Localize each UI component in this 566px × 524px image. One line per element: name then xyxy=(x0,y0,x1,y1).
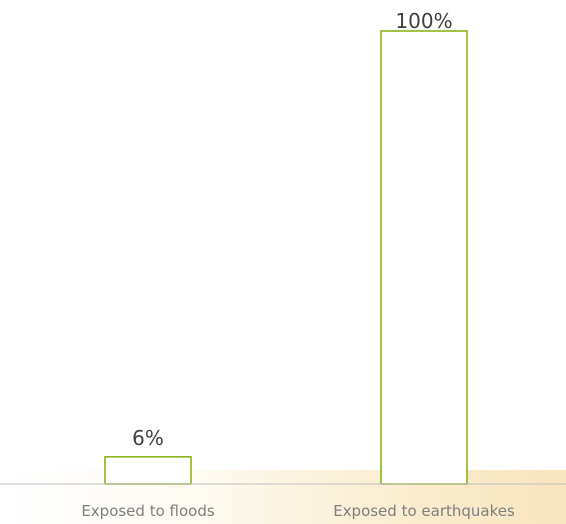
labels-layer: 6% Exposed to floods 100% Exposed to earthq… xyxy=(81,9,515,520)
background-glow xyxy=(0,470,566,524)
bar-1 xyxy=(380,30,468,485)
bar-0 xyxy=(104,456,192,485)
data-label-1: 100% xyxy=(395,9,452,33)
bars-layer xyxy=(104,30,468,485)
category-label-1: Exposed to earthquakes xyxy=(333,502,515,520)
category-label-0: Exposed to floods xyxy=(81,502,215,520)
data-label-0: 6% xyxy=(132,426,164,450)
